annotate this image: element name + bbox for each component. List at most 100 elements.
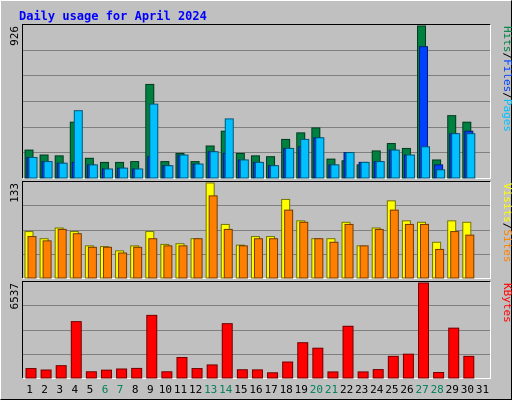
- y-max-label: 926: [8, 26, 21, 46]
- x-tick-label: 23: [355, 383, 368, 396]
- bar-sites: [450, 231, 460, 279]
- x-tick-label: 15: [234, 383, 247, 396]
- bar-sites: [208, 195, 218, 279]
- bar-sites: [163, 245, 173, 279]
- bar-kbytes: [297, 342, 309, 379]
- bar-sites: [223, 228, 233, 279]
- bar-kbytes: [357, 371, 369, 379]
- x-tick-label: 4: [71, 383, 78, 396]
- bar-sites: [389, 209, 399, 279]
- x-tick-label: 24: [370, 383, 384, 396]
- bar-sites: [238, 245, 248, 279]
- bar-sites: [374, 228, 384, 279]
- x-tick-label: 28: [431, 383, 444, 396]
- legend-item-sites: Sites: [501, 229, 512, 262]
- bar-sites: [72, 233, 82, 279]
- bars-hits-files-pages: [24, 25, 476, 179]
- bar-kbytes: [55, 365, 67, 379]
- x-tick-label: 7: [117, 383, 124, 396]
- bar-pages: [375, 161, 385, 179]
- plot-border-dark: [22, 24, 491, 179]
- bar-pages: [300, 138, 310, 179]
- bar-kbytes: [282, 361, 294, 379]
- legend-item-pages: Pages: [501, 99, 512, 132]
- panel-visits-sites: 133 Visits/Sites: [8, 181, 512, 279]
- bar-sites: [133, 246, 143, 279]
- bar-pages: [421, 146, 431, 179]
- x-tick-label: 27: [415, 383, 428, 396]
- x-tick-label: 19: [295, 383, 308, 396]
- x-tick-label: 11: [174, 383, 187, 396]
- x-tick-label: 13: [204, 383, 217, 396]
- bar-pages: [270, 165, 280, 179]
- bar-pages: [451, 133, 461, 179]
- x-tick-label: 10: [159, 383, 172, 396]
- bar-kbytes: [146, 314, 158, 379]
- legend-separator: /: [501, 223, 512, 230]
- x-tick-label: 21: [325, 383, 338, 396]
- bar-kbytes: [116, 368, 128, 379]
- plot-border-light: [22, 281, 491, 379]
- bar-sites: [148, 238, 158, 279]
- chart-title: Daily usage for April 2024: [19, 9, 207, 23]
- bar-kbytes: [463, 355, 475, 379]
- bar-kbytes: [40, 369, 52, 379]
- bar-pages: [103, 168, 113, 179]
- bar-pages: [73, 110, 83, 179]
- x-tick-label: 14: [219, 383, 233, 396]
- bar-kbytes: [85, 371, 97, 379]
- bar-kbytes: [433, 371, 445, 379]
- chart-panels: 926 Hits/Files/Pages 133Visits/Sites6537KB…: [8, 24, 512, 379]
- bar-sites: [102, 246, 112, 279]
- bar-kbytes: [221, 323, 233, 379]
- bar-kbytes: [206, 364, 218, 379]
- x-tick-label: 8: [132, 383, 139, 396]
- bars-visits-sites: [24, 182, 475, 279]
- legend-item-visits: Visits: [501, 183, 512, 223]
- bar-sites: [87, 246, 97, 279]
- x-tick-label: 16: [249, 383, 262, 396]
- bar-kbytes: [176, 357, 188, 379]
- bar-pages: [209, 151, 219, 179]
- bar-kbytes: [402, 353, 414, 379]
- bar-kbytes: [372, 369, 384, 379]
- bar-kbytes: [267, 372, 279, 379]
- bar-kbytes: [100, 369, 112, 379]
- bar-pages: [179, 154, 189, 179]
- legend-item-files: Files: [501, 59, 512, 92]
- bar-kbytes: [418, 282, 430, 379]
- legend-hits-files-pages: Hits/Files/Pages: [501, 26, 512, 132]
- panel-kbytes: 6537 KBytes: [8, 281, 512, 379]
- panel-hits-files-pages: 926 Hits/Files/Pages: [8, 24, 512, 179]
- bar-pages: [58, 162, 68, 179]
- bar-kbytes: [327, 371, 339, 379]
- bar-pages: [466, 133, 476, 179]
- bar-kbytes: [236, 369, 248, 379]
- x-tick-label: 26: [400, 383, 413, 396]
- bar-pages: [149, 103, 159, 179]
- bar-pages: [239, 159, 249, 179]
- plot-border-dark: [22, 181, 491, 279]
- bar-sites: [420, 223, 430, 279]
- bar-pages: [315, 137, 325, 179]
- legend-item-kbytes: KBytes: [501, 283, 512, 323]
- bar-pages: [390, 149, 400, 179]
- x-tick-label: 2: [41, 383, 48, 396]
- x-axis-labels: 1 2 3 4 5 6 7 8 9 10 11 12 13 14 15 16 17 18 19 20 21 22 23 24 2…: [26, 383, 489, 396]
- bar-pages: [405, 154, 415, 179]
- x-tick-label: 6: [102, 383, 109, 396]
- bar-sites: [344, 223, 354, 279]
- bar-sites: [314, 238, 324, 279]
- bar-pages: [43, 161, 53, 179]
- legend-item-hits: Hits: [501, 26, 512, 53]
- bar-kbytes: [191, 368, 203, 379]
- bar-pages: [345, 152, 355, 179]
- bar-pages: [254, 161, 264, 179]
- bars-kbytes: [25, 282, 475, 379]
- bar-pages: [88, 164, 98, 179]
- bar-sites: [404, 223, 414, 279]
- x-tick-label: 9: [147, 383, 154, 396]
